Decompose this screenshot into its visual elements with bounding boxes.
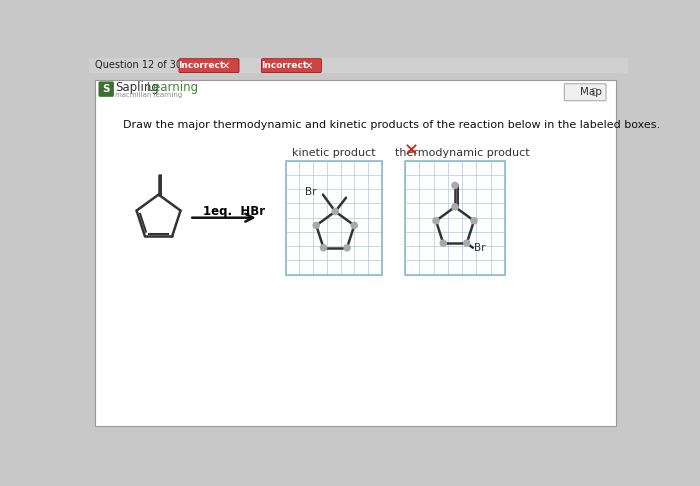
Text: Draw the major thermodynamic and kinetic products of the reaction below in the l: Draw the major thermodynamic and kinetic… xyxy=(123,121,660,130)
Circle shape xyxy=(433,218,439,224)
Circle shape xyxy=(452,204,458,210)
Text: Map: Map xyxy=(580,87,601,97)
Bar xyxy=(286,161,382,275)
Text: Incorrect: Incorrect xyxy=(178,61,225,70)
Circle shape xyxy=(313,222,319,228)
Text: 1eq.  HBr: 1eq. HBr xyxy=(203,205,265,218)
Bar xyxy=(286,161,382,275)
Circle shape xyxy=(471,218,477,224)
Circle shape xyxy=(332,208,338,215)
Text: Learning: Learning xyxy=(143,81,198,94)
Bar xyxy=(405,161,505,275)
FancyBboxPatch shape xyxy=(179,59,239,72)
Circle shape xyxy=(344,244,350,251)
Text: Br: Br xyxy=(475,243,486,253)
FancyBboxPatch shape xyxy=(261,59,321,72)
Text: kinetic product: kinetic product xyxy=(292,148,375,158)
Circle shape xyxy=(321,244,327,251)
FancyBboxPatch shape xyxy=(99,82,114,97)
Text: 🏛: 🏛 xyxy=(592,87,597,97)
Text: ✕: ✕ xyxy=(404,142,419,160)
Text: ✕: ✕ xyxy=(222,60,230,70)
Text: S: S xyxy=(102,84,110,94)
Text: ✕: ✕ xyxy=(304,60,313,70)
Text: macmillan learning: macmillan learning xyxy=(116,92,183,98)
Text: Br: Br xyxy=(305,187,317,197)
Text: Sapling: Sapling xyxy=(116,81,160,94)
Circle shape xyxy=(463,240,470,246)
Circle shape xyxy=(351,222,358,228)
FancyBboxPatch shape xyxy=(564,84,606,101)
Circle shape xyxy=(452,182,458,189)
Text: Incorrect: Incorrect xyxy=(261,61,307,70)
Text: thermodynamic product: thermodynamic product xyxy=(395,148,530,158)
Bar xyxy=(405,161,505,275)
Circle shape xyxy=(440,240,447,246)
Bar xyxy=(89,58,629,72)
Text: Question 12 of 30: Question 12 of 30 xyxy=(95,60,183,70)
